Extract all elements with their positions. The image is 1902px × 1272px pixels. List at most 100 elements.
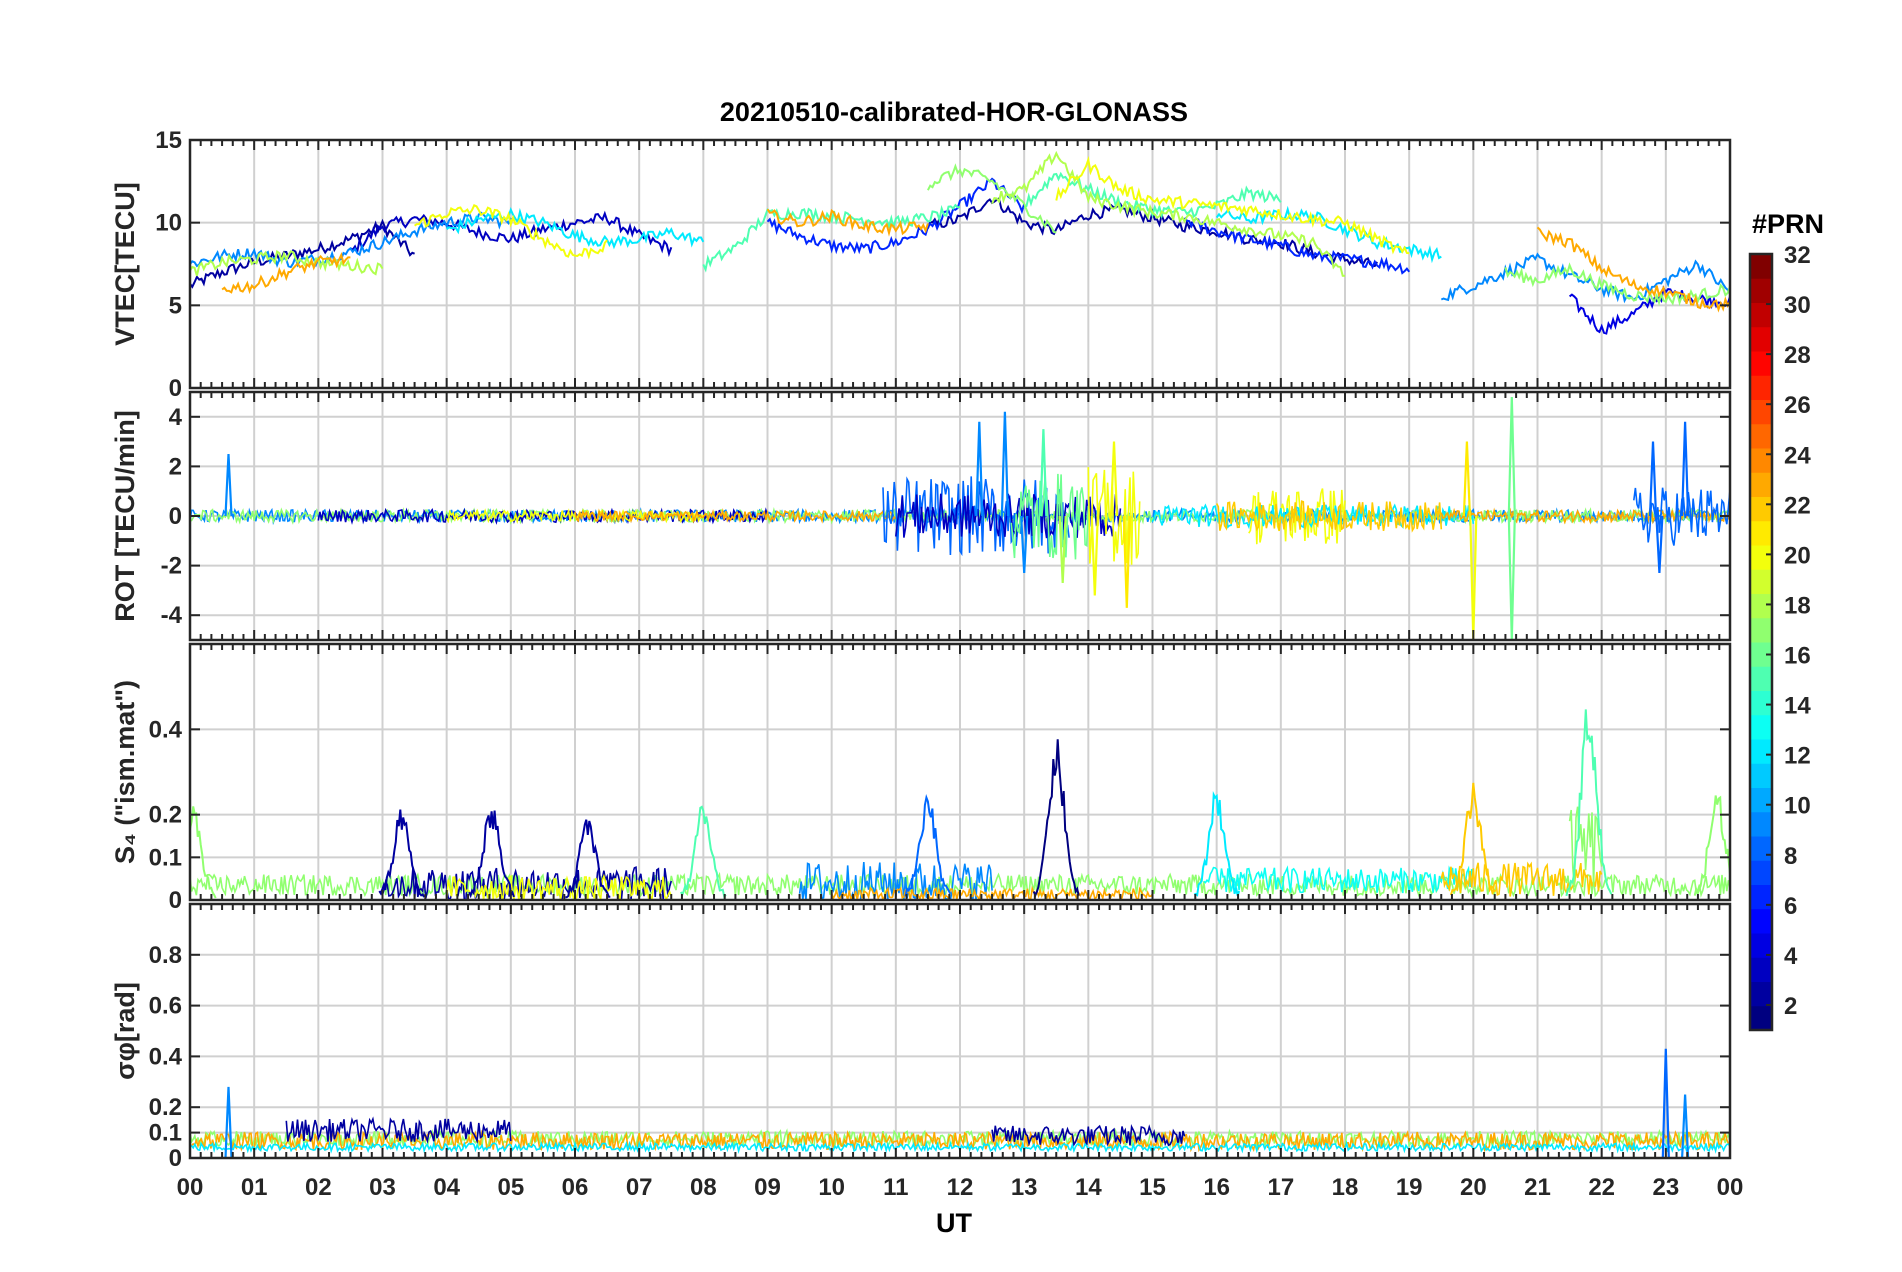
colorbar-tick-label: 14 bbox=[1784, 693, 1811, 720]
series-line-prn-15 bbox=[1023, 171, 1282, 220]
spike-prn-21 bbox=[1122, 515, 1131, 608]
spike-prn-9 bbox=[224, 453, 233, 517]
y-tick-label: 0.1 bbox=[149, 1120, 182, 1147]
noise-line-prn-23 bbox=[574, 508, 897, 524]
y-tick-label: 4 bbox=[169, 404, 183, 431]
peak-prn-12 bbox=[1193, 790, 1241, 897]
spike-prn-20 bbox=[1469, 515, 1478, 640]
spike-prn-21 bbox=[1462, 441, 1471, 517]
y-tick-label: 0.8 bbox=[149, 942, 182, 969]
colorbar-tick-label: 20 bbox=[1784, 542, 1811, 569]
colorbar-segment bbox=[1750, 884, 1772, 910]
peak-prn-2 bbox=[378, 809, 426, 898]
colorbar-segment bbox=[1750, 714, 1772, 740]
series-line-prn-18 bbox=[190, 249, 384, 277]
colorbar-segment bbox=[1750, 448, 1772, 473]
x-tick-label: 19 bbox=[1396, 1174, 1423, 1201]
x-tick-label: 23 bbox=[1652, 1174, 1679, 1201]
colorbar-tick-label: 18 bbox=[1784, 592, 1811, 619]
panel-2: -4 -2 0 2 4 ROT [TECU/min] bbox=[110, 390, 1732, 642]
x-tick-label: 06 bbox=[562, 1174, 589, 1201]
colorbar-title: #PRN bbox=[1752, 209, 1824, 239]
y-tick-label: 2 bbox=[169, 453, 182, 480]
colorbar-segment bbox=[1750, 326, 1772, 352]
colorbar-segment bbox=[1750, 545, 1772, 570]
x-tick-label: 12 bbox=[947, 1174, 974, 1201]
spike-prn-9 bbox=[1000, 411, 1009, 517]
peak-prn-2 bbox=[468, 810, 515, 899]
series-line-prn-17 bbox=[927, 163, 1057, 234]
colorbar-segment bbox=[1750, 351, 1772, 376]
spike-prn-20 bbox=[1109, 441, 1119, 517]
peak-prn-15 bbox=[680, 805, 727, 900]
x-tick-label: 08 bbox=[690, 1174, 717, 1201]
x-tick-label: 15 bbox=[1139, 1174, 1166, 1201]
x-tick-label: 09 bbox=[754, 1174, 781, 1201]
x-tick-label: 22 bbox=[1588, 1174, 1615, 1201]
colorbar-tick-label: 16 bbox=[1784, 643, 1811, 670]
noise-line-prn-23 bbox=[190, 1129, 1730, 1153]
colorbar-segment bbox=[1750, 278, 1772, 303]
x-tick-label: 13 bbox=[1011, 1174, 1038, 1201]
y-tick-label: 0.4 bbox=[149, 716, 183, 743]
colorbar-segment bbox=[1750, 520, 1772, 546]
noise-line-prn-2 bbox=[381, 866, 673, 900]
noise-line-prn-22 bbox=[1215, 500, 1443, 533]
colorbar-segment bbox=[1750, 375, 1772, 400]
spike-prn-15 bbox=[1039, 429, 1048, 517]
noise-line-prn-20 bbox=[1087, 467, 1141, 565]
spike-prn-8 bbox=[1655, 515, 1664, 574]
x-tick-label: 01 bbox=[241, 1174, 268, 1201]
colorbar-tick-label: 12 bbox=[1784, 743, 1811, 770]
plot-area bbox=[190, 709, 1730, 900]
spike-prn-9 bbox=[1020, 515, 1029, 574]
x-tick-label: 18 bbox=[1332, 1174, 1359, 1201]
spike-prn-8 bbox=[1661, 1048, 1670, 1158]
y-tick-label: 0.6 bbox=[149, 993, 182, 1020]
colorbar-segment bbox=[1750, 860, 1772, 885]
colorbar-segment bbox=[1750, 617, 1772, 643]
noise-line-prn-20 bbox=[445, 873, 673, 900]
peak-prn-17 bbox=[1693, 795, 1730, 897]
peak-prn-15 bbox=[1565, 709, 1613, 897]
panel-4: 00.10.2 0.4 0.6 0.8 σφ[rad] bbox=[110, 902, 1732, 1172]
x-tick-label: 07 bbox=[626, 1174, 653, 1201]
y-tick-label: 0.4 bbox=[149, 1043, 183, 1070]
spike-prn-8 bbox=[1648, 441, 1658, 517]
colorbar-segment bbox=[1750, 496, 1772, 522]
plot-area bbox=[190, 396, 1730, 640]
y-tick-label: 10 bbox=[155, 210, 182, 237]
series-line-prn-23 bbox=[221, 251, 351, 295]
noise-line-prn-2 bbox=[991, 1123, 1186, 1147]
y-tick-label: 0 bbox=[169, 375, 182, 402]
series-line-prn-17 bbox=[1504, 262, 1730, 307]
colorbar-tick-label: 22 bbox=[1784, 492, 1811, 519]
y-tick-label: 15 bbox=[155, 127, 182, 154]
series-line-prn-12 bbox=[1215, 205, 1442, 264]
plot-area bbox=[190, 150, 1730, 335]
colorbar-segment bbox=[1750, 593, 1772, 619]
spike-prn-9 bbox=[975, 421, 984, 517]
series-line-prn-23 bbox=[1536, 226, 1730, 313]
colorbar-tick-label: 10 bbox=[1784, 793, 1811, 820]
x-tick-label: 04 bbox=[433, 1174, 460, 1201]
x-tick-label: 21 bbox=[1524, 1174, 1551, 1201]
y-axis-label: σφ[rad] bbox=[110, 982, 140, 1080]
colorbar-segment bbox=[1750, 642, 1772, 667]
colorbar-tick-label: 6 bbox=[1784, 893, 1797, 920]
x-tick-label: 10 bbox=[818, 1174, 845, 1201]
series-line-prn-20 bbox=[1055, 155, 1410, 255]
colorbar-segment bbox=[1750, 569, 1772, 594]
y-tick-label: 0.2 bbox=[149, 1094, 182, 1121]
spike-prn-9 bbox=[224, 1086, 233, 1158]
noise-line-prn-22 bbox=[1440, 861, 1603, 897]
y-axis-label: ROT [TECU/min] bbox=[110, 410, 140, 621]
x-tick-label: 20 bbox=[1460, 1174, 1487, 1201]
x-tick-label: 03 bbox=[369, 1174, 396, 1201]
colorbar-tick-label: 24 bbox=[1784, 442, 1811, 469]
spike-prn-8 bbox=[1681, 421, 1690, 517]
x-tick-labels: 00 01 02 03 04 05 06 07 08 09 10 11 12 13 14 15 16 17 18 19… bbox=[177, 1174, 1744, 1201]
series-line-prn-12 bbox=[446, 206, 705, 250]
peak-prn-2 bbox=[565, 819, 611, 899]
